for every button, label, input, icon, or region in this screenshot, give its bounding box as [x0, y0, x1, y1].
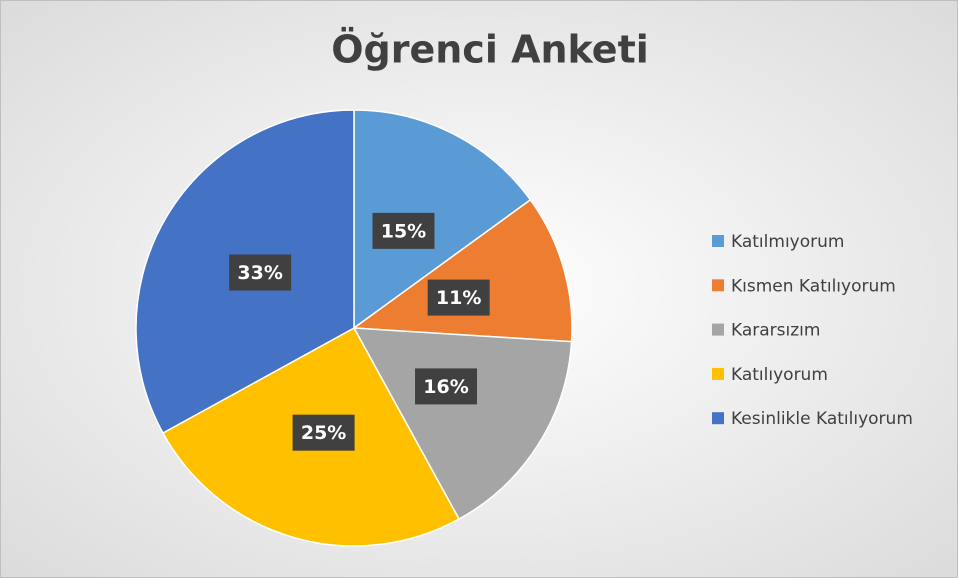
data-label: 25%	[301, 422, 346, 444]
data-label: 11%	[436, 287, 481, 309]
data-label-box	[427, 279, 490, 316]
legend-swatch	[712, 279, 724, 292]
pie-slice	[352, 327, 573, 521]
legend-swatch	[712, 235, 724, 247]
data-label-box	[372, 212, 435, 249]
pie-slice	[351, 198, 573, 343]
data-label-box	[415, 368, 478, 405]
chart-title: Öğrenci Anketi	[331, 28, 649, 72]
legend-swatch	[712, 412, 724, 425]
data-label: 33%	[237, 262, 282, 284]
pie-slice	[353, 109, 532, 330]
legend-label: Katılmıyorum	[731, 232, 844, 252]
legend-swatch	[712, 323, 724, 336]
data-label: 16%	[423, 376, 468, 398]
legend-label: Kısmen Katılıyorum	[731, 276, 896, 296]
data-label-box	[292, 414, 355, 451]
data-label: 15%	[381, 220, 426, 242]
legend-label: Kararsızım	[731, 321, 820, 341]
legend-label: Kesinlikle Katılıyorum	[731, 409, 913, 429]
legend-label: Katılıyorum	[731, 365, 828, 385]
data-label-box	[229, 254, 292, 291]
legend-swatch	[712, 367, 724, 380]
